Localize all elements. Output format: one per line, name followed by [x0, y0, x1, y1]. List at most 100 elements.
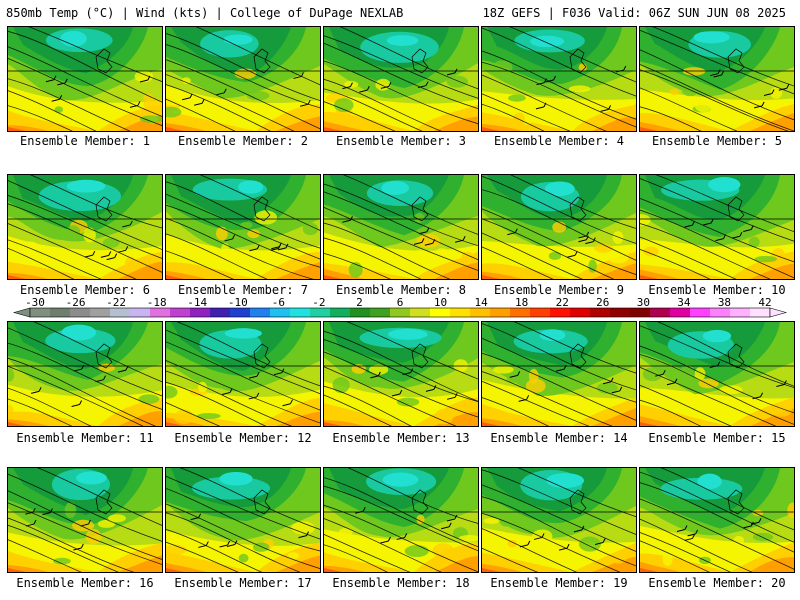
colorbar-segment [450, 308, 471, 317]
colorbar-segment [350, 308, 371, 317]
colorbar-tick-label: -14 [187, 296, 207, 309]
colorbar-segment [410, 308, 431, 317]
colorbar-segment [50, 308, 71, 317]
temperature-field-map [8, 175, 162, 279]
colorbar-segment [550, 308, 571, 317]
ensemble-member-label: Ensemble Member: 18 [332, 576, 470, 590]
temperature-field-map [482, 468, 636, 572]
colorbar-segment [710, 308, 731, 317]
temperature-field-map [166, 175, 320, 279]
ensemble-member-map [7, 321, 163, 427]
colorbar-tick-label: 38 [718, 296, 731, 309]
temperature-field-map [640, 175, 794, 279]
temperature-field-map [640, 468, 794, 572]
ensemble-member-label: Ensemble Member: 11 [16, 431, 154, 445]
temperature-field-map [482, 175, 636, 279]
colorbar-segment [530, 308, 551, 317]
ensemble-member-map [639, 26, 795, 132]
temperature-field-map [324, 27, 478, 131]
colorbar-tick-label: 2 [356, 296, 363, 309]
ensemble-member-label: Ensemble Member: 19 [490, 576, 628, 590]
temperature-field-map [166, 468, 320, 572]
temperature-field-map [324, 175, 478, 279]
colorbar-segment [430, 308, 451, 317]
colorbar-segment [270, 308, 291, 317]
temperature-field-map [166, 27, 320, 131]
colorbar-tick-label: -18 [147, 296, 167, 309]
colorbar-tick-label: -26 [66, 296, 86, 309]
ensemble-member-map [7, 467, 163, 573]
ensemble-member-map [7, 26, 163, 132]
colorbar-tick-label: 34 [677, 296, 691, 309]
colorbar-tick-label: 10 [434, 296, 447, 309]
ensemble-member-map [639, 174, 795, 280]
ensemble-member-label: Ensemble Member: 2 [177, 134, 309, 148]
ensemble-member-map [165, 174, 321, 280]
temperature-field-map [8, 322, 162, 426]
colorbar-segment [130, 308, 151, 317]
ensemble-member-map [481, 26, 637, 132]
ensemble-member-label: Ensemble Member: 6 [19, 283, 151, 297]
colorbar-segment [570, 308, 591, 317]
colorbar-segment [510, 308, 531, 317]
colorbar-tick-label: 18 [515, 296, 528, 309]
colorbar-segment [330, 308, 351, 317]
temperature-field-map [166, 322, 320, 426]
ensemble-member-map [165, 467, 321, 573]
colorbar-segment [390, 308, 411, 317]
ensemble-member-label: Ensemble Member: 8 [335, 283, 467, 297]
colorbar-segment [150, 308, 171, 317]
temperature-colorbar: -30 -26 -22 -18 -14 -10 -6 -2 2 6 10 14 18 22 26 30 34 38… [12, 296, 788, 318]
ensemble-member-label: Ensemble Member: 7 [177, 283, 309, 297]
colorbar-tick-label: 22 [556, 296, 569, 309]
ensemble-member-map [481, 467, 637, 573]
colorbar-segment [30, 308, 51, 317]
colorbar-segment [750, 308, 771, 317]
ensemble-member-label: Ensemble Member: 13 [332, 431, 470, 445]
temperature-field-map [8, 468, 162, 572]
ensemble-member-label: Ensemble Member: 5 [651, 134, 783, 148]
ensemble-member-map [7, 174, 163, 280]
ensemble-member-map [639, 321, 795, 427]
colorbar-segment [470, 308, 491, 317]
ensemble-member-label: Ensemble Member: 16 [16, 576, 154, 590]
ensemble-member-map [639, 467, 795, 573]
colorbar-segment [590, 308, 611, 317]
colorbar-tick-label: 14 [474, 296, 488, 309]
colorbar-segment [90, 308, 111, 317]
colorbar-tick-label: 30 [637, 296, 650, 309]
colorbar-segment [490, 308, 511, 317]
temperature-field-map [324, 322, 478, 426]
colorbar-min-arrow [12, 307, 31, 318]
ensemble-member-map [323, 174, 479, 280]
colorbar-segment [230, 308, 251, 317]
colorbar-segment [730, 308, 751, 317]
colorbar-segment [290, 308, 311, 317]
colorbar-tick-label: -2 [312, 296, 325, 309]
ensemble-member-label: Ensemble Member: 9 [493, 283, 625, 297]
ensemble-member-map [323, 26, 479, 132]
temperature-field-map [482, 27, 636, 131]
ensemble-member-map [165, 26, 321, 132]
colorbar-segment [370, 308, 391, 317]
colorbar-tick-label: 6 [397, 296, 404, 309]
ensemble-member-label: Ensemble Member: 15 [648, 431, 786, 445]
colorbar-segment [630, 308, 651, 317]
temperature-field-map [8, 27, 162, 131]
colorbar-segment [310, 308, 331, 317]
ensemble-member-map [481, 174, 637, 280]
colorbar-tick-label: -22 [106, 296, 126, 309]
header-run-info: 18Z GEFS | F036 Valid: 06Z SUN JUN 08 20… [482, 6, 786, 20]
ensemble-member-label: Ensemble Member: 14 [490, 431, 628, 445]
colorbar-tick-label: -6 [272, 296, 285, 309]
colorbar-segment [70, 308, 91, 317]
ensemble-member-label: Ensemble Member: 1 [19, 134, 151, 148]
ensemble-member-label: Ensemble Member: 17 [174, 576, 312, 590]
ensemble-member-label: Ensemble Member: 3 [335, 134, 467, 148]
colorbar-segment [170, 308, 191, 317]
colorbar-tick-label: -10 [228, 296, 248, 309]
colorbar-segment [210, 308, 231, 317]
colorbar-tick-label: -30 [25, 296, 45, 309]
colorbar-segment [650, 308, 671, 317]
header-title: 850mb Temp (°C) | Wind (kts) | College o… [6, 6, 404, 20]
